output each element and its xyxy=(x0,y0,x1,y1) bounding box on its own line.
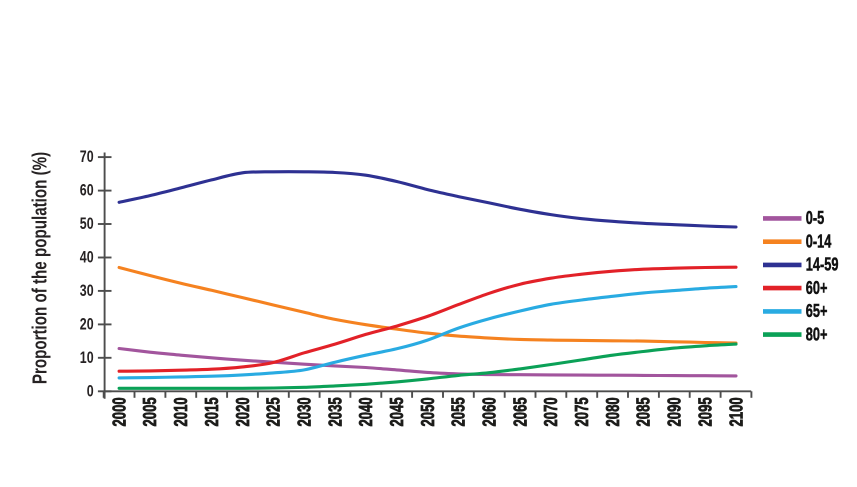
svg-text:20: 20 xyxy=(80,316,94,334)
svg-text:10: 10 xyxy=(80,349,94,367)
svg-text:2035: 2035 xyxy=(325,397,346,426)
svg-text:50: 50 xyxy=(80,215,94,233)
svg-text:2095: 2095 xyxy=(695,397,716,426)
svg-text:80+: 80+ xyxy=(806,325,828,345)
svg-text:0-5: 0-5 xyxy=(806,209,825,229)
svg-text:2050: 2050 xyxy=(418,397,439,426)
svg-text:2100: 2100 xyxy=(726,397,747,426)
svg-text:0: 0 xyxy=(87,383,94,401)
svg-text:40: 40 xyxy=(80,249,94,267)
svg-text:60: 60 xyxy=(80,182,94,200)
svg-text:65+: 65+ xyxy=(806,302,828,322)
svg-text:0-14: 0-14 xyxy=(806,232,832,252)
svg-text:70: 70 xyxy=(80,148,94,166)
svg-text:2000: 2000 xyxy=(109,397,130,426)
svg-text:2010: 2010 xyxy=(171,397,192,426)
svg-text:2080: 2080 xyxy=(603,397,624,426)
svg-text:2060: 2060 xyxy=(479,397,500,426)
svg-text:Proportion of the population (: Proportion of the population (%) xyxy=(28,152,51,384)
svg-text:30: 30 xyxy=(80,282,94,300)
svg-text:2070: 2070 xyxy=(541,397,562,426)
svg-text:2030: 2030 xyxy=(294,397,315,426)
svg-text:2015: 2015 xyxy=(202,397,223,426)
svg-text:60+: 60+ xyxy=(806,279,828,299)
svg-text:2040: 2040 xyxy=(356,397,377,426)
svg-text:2005: 2005 xyxy=(140,397,161,426)
svg-text:2045: 2045 xyxy=(387,397,408,426)
svg-text:2065: 2065 xyxy=(510,397,531,426)
svg-text:2075: 2075 xyxy=(572,397,593,426)
svg-text:14-59: 14-59 xyxy=(806,256,839,276)
svg-text:2090: 2090 xyxy=(664,397,685,426)
svg-text:2055: 2055 xyxy=(449,397,470,426)
svg-text:2025: 2025 xyxy=(263,397,284,426)
svg-text:2020: 2020 xyxy=(233,397,254,426)
svg-text:2085: 2085 xyxy=(634,397,655,426)
